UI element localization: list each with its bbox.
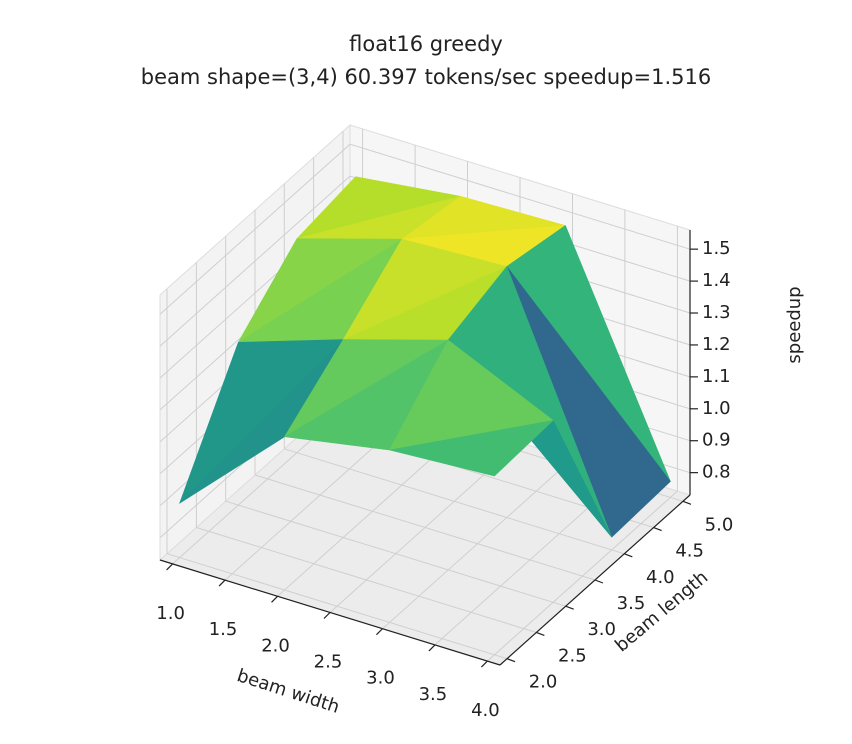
z-axis-label: speedup [784, 286, 805, 363]
z-tick-label: 0.8 [702, 462, 731, 483]
grid-line [159, 143, 351, 315]
x-tick [428, 644, 436, 652]
y-tick [565, 605, 574, 610]
x-tick [480, 660, 488, 668]
y-tick-label: 4.0 [646, 567, 675, 588]
y-tick [506, 658, 516, 663]
y-tick-label: 2.0 [529, 672, 558, 693]
y-tick [624, 553, 633, 558]
chart-title: float16 greedy [349, 32, 503, 56]
y-tick [536, 631, 545, 637]
grid-line [225, 500, 566, 607]
y-tick-label: 3.0 [587, 619, 616, 640]
x-tick [323, 612, 331, 619]
x-tick-label: 3.5 [419, 684, 448, 705]
x-tick [376, 628, 383, 636]
z-tick-label: 1.2 [702, 334, 731, 355]
grid-line [284, 448, 625, 555]
x-tick-label: 1.0 [156, 603, 185, 624]
y-axis [499, 494, 691, 666]
y-tick [594, 579, 604, 584]
z-tick-label: 0.9 [702, 430, 731, 451]
grid-line [159, 175, 351, 347]
y-tick-label: 4.5 [675, 541, 704, 562]
x-tick-label: 2.5 [314, 652, 343, 673]
z-tick-label: 1.4 [702, 270, 731, 291]
x-tick-label: 4.0 [471, 700, 500, 721]
x-tick [218, 579, 226, 587]
x-tick [271, 595, 278, 603]
chart-subtitle: beam shape=(3,4) 60.397 tokens/sec speed… [141, 65, 711, 89]
grid-line [166, 553, 508, 660]
grid-line [254, 474, 596, 581]
y-tick-label: 3.5 [617, 593, 646, 614]
z-tick-label: 1.5 [702, 238, 731, 259]
x-axis-label: beam width [234, 665, 342, 718]
x-axis [159, 559, 501, 666]
x-tick-label: 1.5 [209, 619, 238, 640]
z-tick-label: 1.1 [702, 366, 731, 387]
surface-face [389, 420, 554, 477]
z-tick-label: 1.0 [702, 398, 731, 419]
x-tick-label: 2.0 [261, 635, 290, 656]
x-tick-label: 3.0 [366, 668, 395, 689]
grid-line [349, 143, 691, 250]
y-tick [653, 526, 662, 532]
y-tick [682, 500, 692, 505]
z-tick-label: 1.3 [702, 302, 731, 323]
grid-line [196, 527, 537, 633]
y-tick-label: 5.0 [705, 514, 734, 535]
y-tick-label: 2.5 [558, 645, 587, 666]
x-tick [166, 563, 174, 571]
